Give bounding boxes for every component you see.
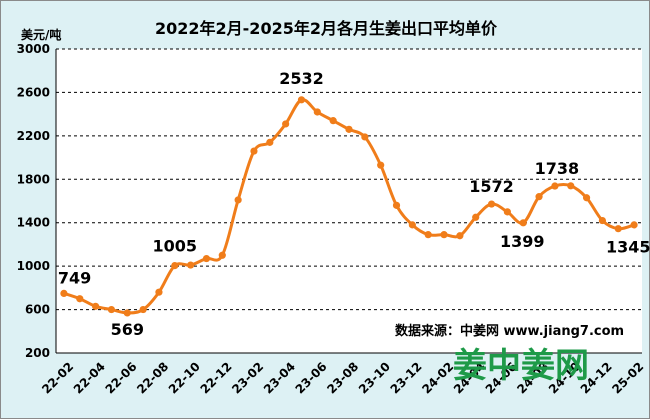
x-tick-label: 22-08 — [134, 359, 171, 396]
x-tick-label: 22-06 — [103, 359, 140, 396]
data-label: 1738 — [535, 159, 580, 178]
y-tick-label: 2200 — [17, 129, 50, 143]
y-tick-label: 2600 — [17, 85, 50, 99]
data-point — [202, 254, 211, 263]
data-label: 1005 — [153, 237, 198, 256]
data-point — [123, 309, 131, 317]
x-tick-label: 23-08 — [324, 359, 361, 396]
data-point — [408, 221, 416, 229]
watermark-logo: 姜中姜网 — [453, 346, 589, 386]
data-point — [155, 288, 163, 296]
data-label: 2532 — [279, 69, 324, 88]
data-label: 749 — [58, 268, 91, 287]
data-point — [60, 289, 68, 297]
x-tick-label: 22-10 — [166, 359, 203, 396]
x-tick-label: 24-02 — [419, 359, 456, 396]
x-tick-label: 23-12 — [388, 359, 425, 396]
data-point — [91, 302, 100, 310]
data-point — [250, 147, 258, 155]
data-point — [297, 96, 306, 104]
data-label: 1399 — [500, 232, 545, 251]
data-point — [329, 117, 337, 125]
data-label: 1345 — [606, 238, 650, 257]
data-point — [614, 225, 622, 233]
y-tick-label: 1000 — [17, 259, 50, 273]
y-tick-label: 200 — [25, 346, 50, 360]
data-point — [345, 125, 353, 133]
data-point — [440, 231, 448, 239]
data-point — [361, 133, 369, 141]
x-tick-label: 23-04 — [261, 359, 298, 396]
data-point — [503, 208, 511, 216]
data-point — [551, 182, 559, 190]
data-point — [456, 232, 464, 240]
chart-title: 2022年2月-2025年2月各月生姜出口平均单价 — [155, 19, 498, 38]
y-tick-label: 3000 — [17, 42, 50, 56]
data-point — [234, 196, 242, 204]
data-point — [76, 295, 84, 303]
data-label: 569 — [111, 320, 144, 339]
plot-area — [56, 49, 642, 353]
data-point — [218, 251, 226, 259]
y-axis-unit: 美元/吨 — [21, 27, 61, 42]
y-tick-label: 600 — [25, 303, 50, 317]
data-point — [282, 120, 290, 128]
data-point — [630, 221, 638, 229]
data-label: 1572 — [469, 177, 514, 196]
x-tick-label: 23-10 — [356, 359, 393, 396]
data-point — [424, 231, 432, 239]
x-tick-label: 22-02 — [39, 359, 76, 396]
x-tick-label: 23-02 — [229, 359, 266, 396]
data-point — [535, 193, 543, 201]
data-point — [139, 305, 147, 314]
data-point — [107, 305, 116, 314]
data-point — [313, 108, 321, 116]
data-point — [187, 261, 195, 269]
data-source-note: 数据来源：中姜网 www.jiang7.com — [395, 323, 624, 339]
data-point — [519, 219, 527, 227]
data-point — [472, 213, 480, 221]
x-tick-label: 25-02 — [609, 359, 646, 396]
data-point — [567, 182, 575, 190]
data-point — [582, 194, 591, 202]
y-tick-label: 1400 — [17, 216, 50, 230]
data-point — [266, 138, 274, 146]
x-tick-label: 22-04 — [71, 359, 108, 396]
x-tick-label: 22-12 — [198, 359, 235, 396]
data-point — [392, 201, 401, 209]
y-tick-label: 1800 — [17, 172, 50, 186]
data-point — [598, 216, 607, 225]
x-tick-label: 23-06 — [293, 359, 330, 396]
data-point — [487, 200, 496, 208]
data-point — [377, 161, 385, 169]
data-point — [171, 262, 179, 270]
